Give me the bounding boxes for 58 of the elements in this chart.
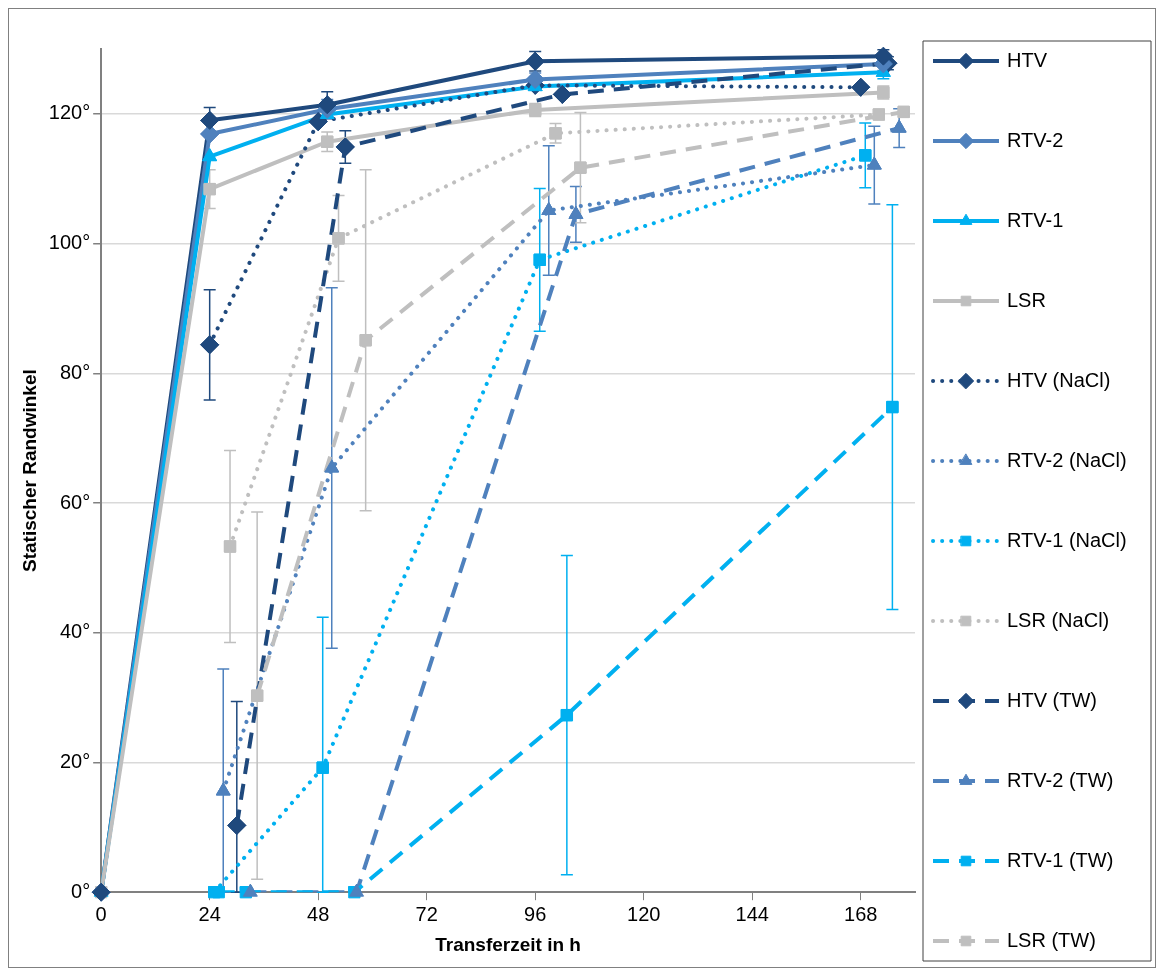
- x-tick-label: 96: [524, 902, 547, 925]
- legend-label: RTV-1 (TW): [1007, 848, 1114, 871]
- point: [574, 161, 587, 174]
- y-tick-label: 100°: [48, 231, 91, 254]
- y-tick-label: 20°: [59, 749, 91, 772]
- y-tick-label: 80°: [59, 360, 91, 383]
- point: [200, 124, 220, 144]
- x-tick-label: 168: [844, 902, 878, 925]
- legend-label: LSR (TW): [1007, 928, 1096, 951]
- x-tick-label: 48: [307, 902, 330, 925]
- x-tick-label: 0: [95, 902, 107, 925]
- point: [552, 84, 572, 104]
- point: [866, 156, 882, 170]
- point: [560, 708, 574, 722]
- legend-label: RTV-2 (NaCl): [1007, 448, 1127, 471]
- point: [568, 205, 584, 219]
- legend-label: LSR (NaCl): [1007, 608, 1110, 631]
- point: [308, 112, 328, 132]
- point: [872, 108, 885, 121]
- point: [203, 182, 216, 196]
- point: [208, 886, 221, 899]
- point: [332, 232, 345, 245]
- legend-label: LSR: [1007, 288, 1046, 311]
- point: [215, 782, 231, 796]
- point: [897, 105, 910, 119]
- x-tick-label: 24: [198, 902, 221, 925]
- x-axis-title: Transferzeit in h: [435, 933, 581, 955]
- point: [324, 459, 340, 473]
- legend-label: RTV-1 (NaCl): [1007, 528, 1127, 551]
- point: [886, 400, 899, 414]
- point: [202, 148, 218, 162]
- point: [316, 761, 329, 774]
- x-tick-label: 72: [415, 902, 438, 925]
- point: [223, 540, 237, 553]
- legend-label: RTV-1: [1007, 208, 1064, 231]
- legend-label: HTV (NaCl): [1007, 368, 1111, 391]
- point: [541, 202, 557, 216]
- point: [851, 77, 871, 97]
- y-axis-title: Statischer Randwinkel: [18, 369, 40, 572]
- point: [359, 334, 372, 347]
- point: [335, 137, 355, 157]
- legend-label: RTV-2: [1007, 128, 1064, 151]
- y-tick-label: 120°: [48, 101, 91, 124]
- point: [227, 815, 247, 835]
- y-tick-label: 60°: [59, 490, 91, 513]
- legend-label: HTV (TW): [1007, 688, 1097, 711]
- y-tick-label: 40°: [59, 620, 91, 643]
- point: [891, 119, 907, 133]
- point: [251, 689, 264, 702]
- y-tick-label: 0°: [71, 879, 91, 902]
- legend-label: RTV-2 (TW): [1007, 768, 1114, 791]
- point: [533, 253, 546, 266]
- point: [859, 149, 872, 162]
- legend-label: HTV: [1007, 48, 1048, 71]
- point: [200, 110, 220, 130]
- x-tick-label: 144: [735, 902, 769, 925]
- x-tick-label: 120: [627, 902, 661, 925]
- point: [200, 335, 220, 355]
